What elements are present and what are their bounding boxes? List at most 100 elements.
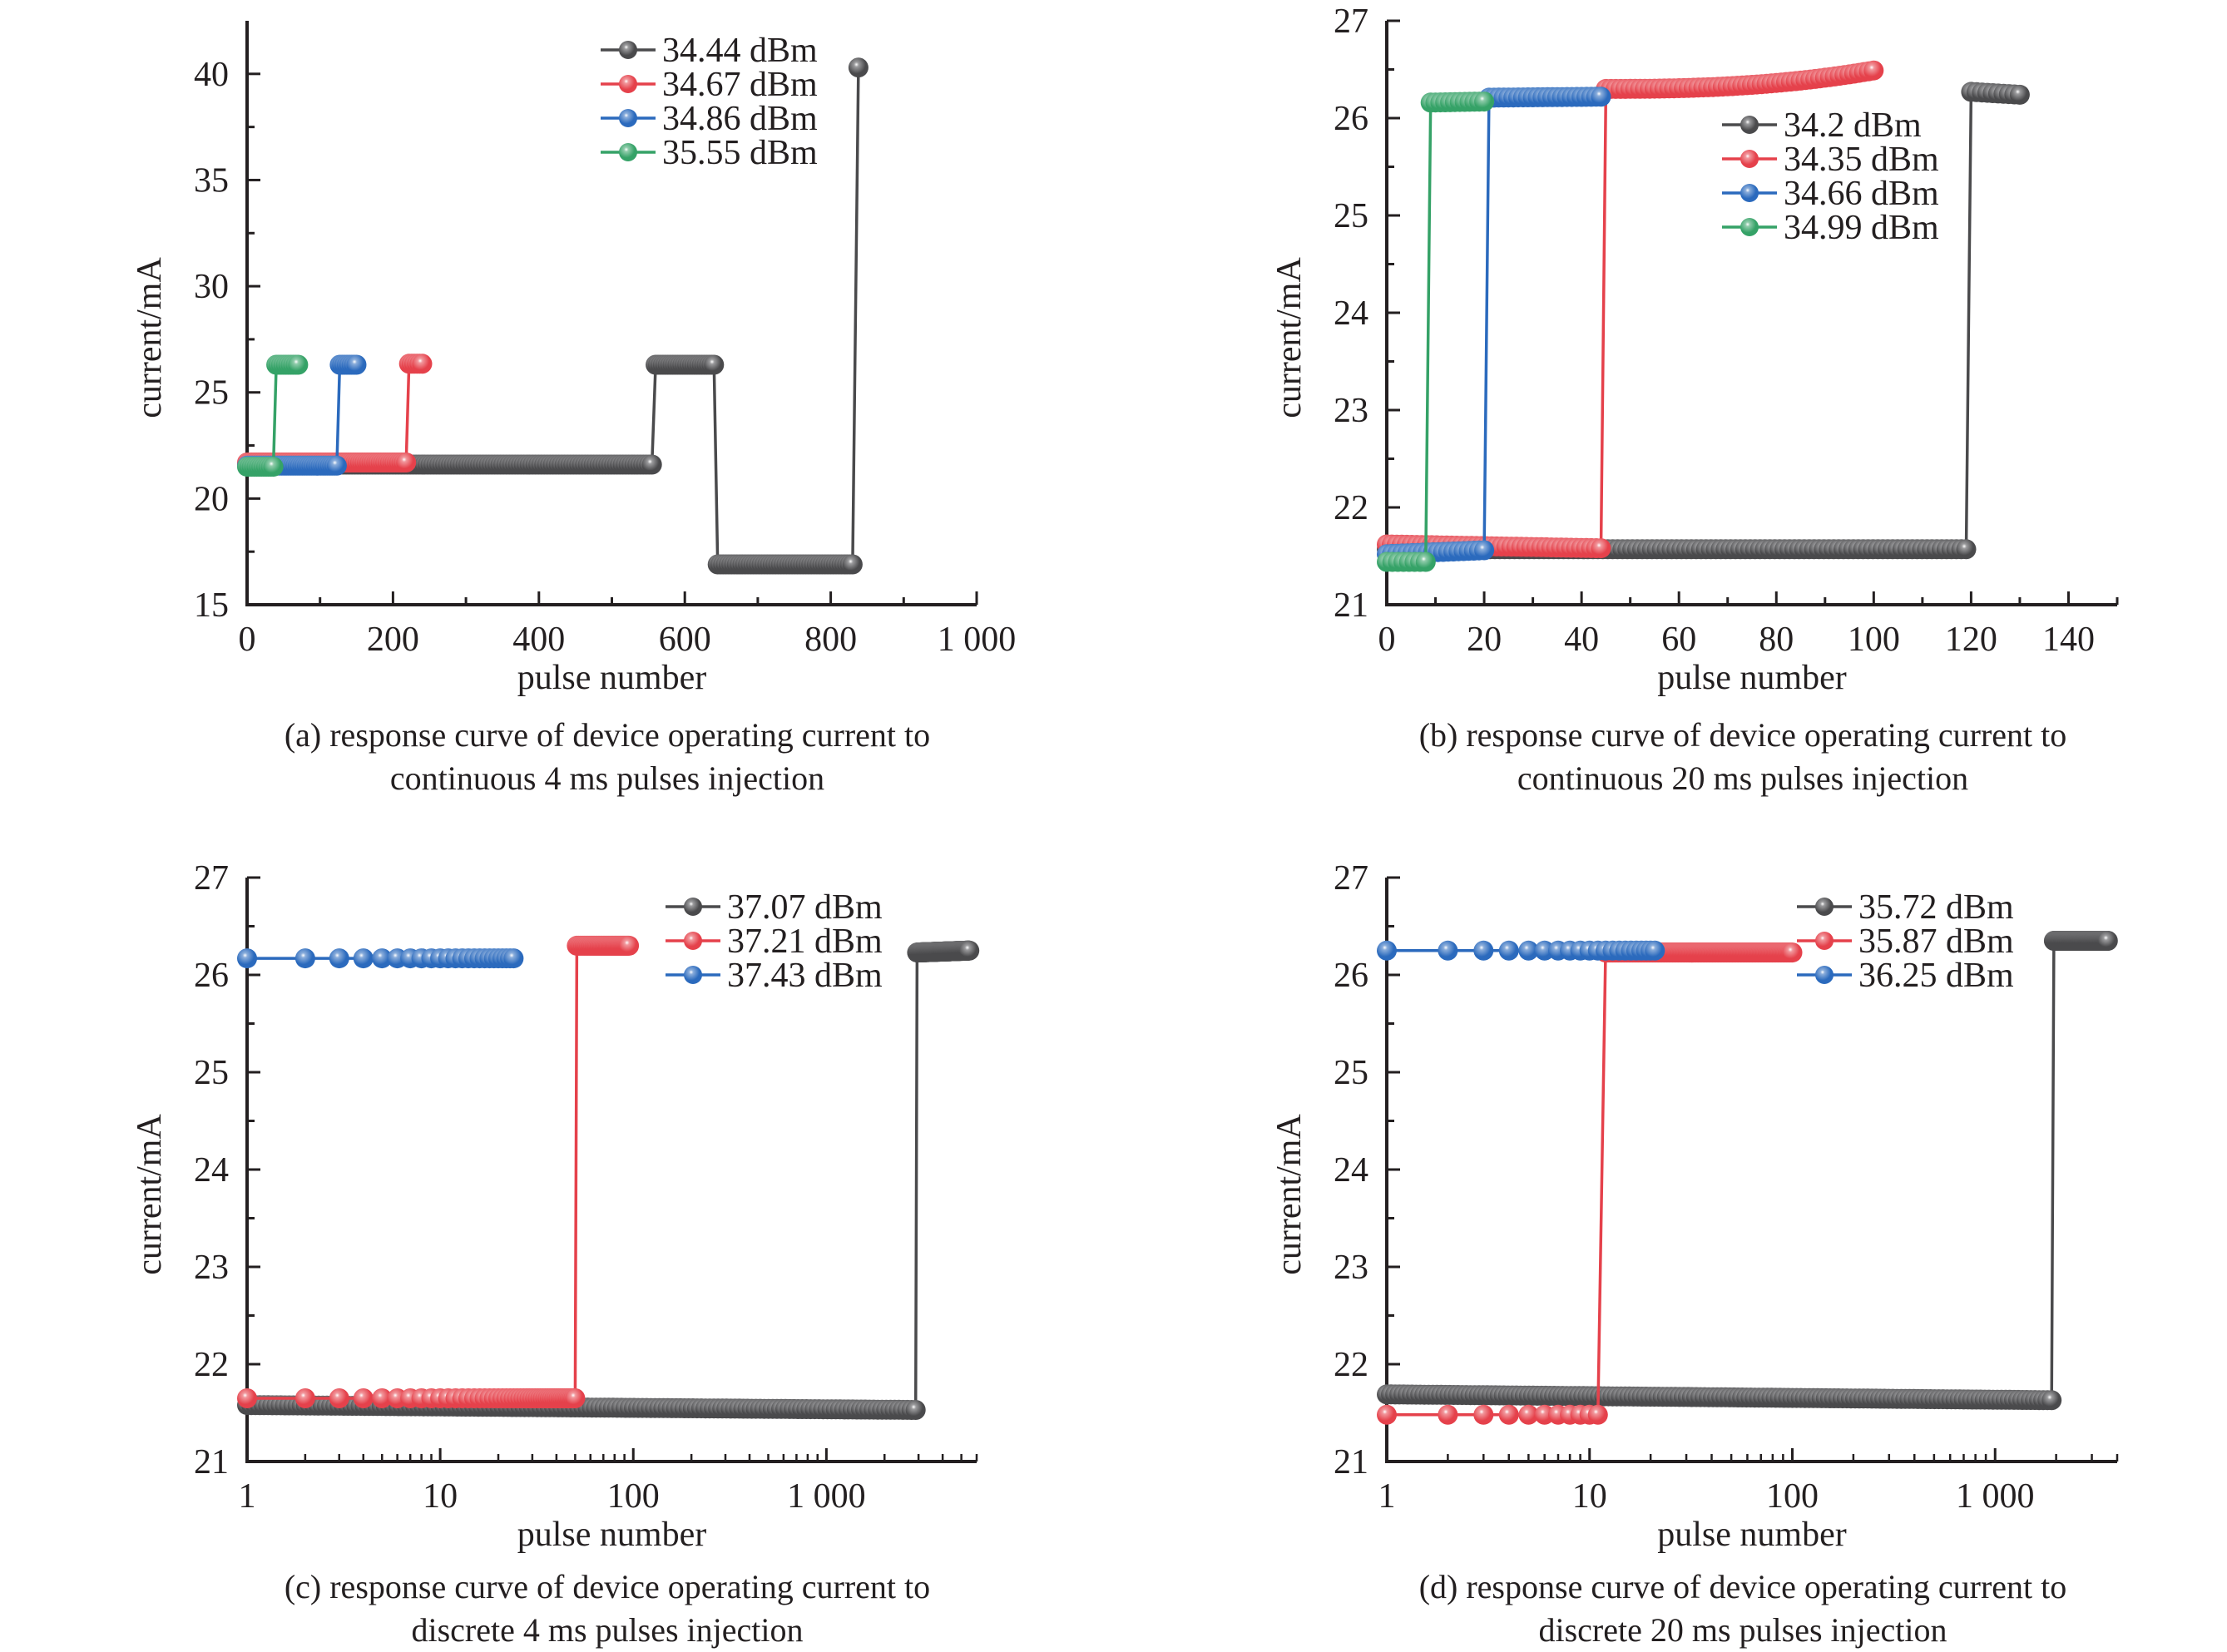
x-tick-label: 1: [239, 1477, 256, 1516]
legend-label: 35.72 dBm: [1858, 888, 2014, 927]
data-point: [1377, 940, 1397, 961]
legend-marker-icon: [1815, 898, 1834, 916]
legend-marker-icon: [1740, 218, 1759, 236]
legend-label: 34.44 dBm: [662, 32, 818, 70]
legend-item: 34.66 dBm: [1722, 175, 1939, 213]
caption-a-line2: continuous 4 ms pulses injection: [389, 759, 825, 797]
legend-marker-icon: [619, 109, 637, 127]
x-tick-label: 100: [1766, 1477, 1819, 1516]
legend-label: 34.66 dBm: [1784, 175, 1939, 213]
y-tick-label: 22: [1334, 1346, 1368, 1384]
series-line: [247, 944, 630, 1400]
data-point: [1518, 940, 1539, 961]
legend-marker-icon: [619, 75, 637, 93]
legend-item: 37.43 dBm: [666, 957, 883, 995]
x-tick-label: 40: [1564, 621, 1599, 659]
y-tick-label: 27: [1334, 2, 1368, 41]
data-point: [1474, 540, 1495, 561]
legend-marker-icon: [684, 966, 702, 984]
data-point: [2097, 931, 2118, 951]
data-point: [1498, 1404, 1519, 1425]
y-tick-label: 25: [1334, 197, 1368, 235]
data-point: [1498, 940, 1519, 961]
data-point: [704, 354, 725, 375]
legend-item: 34.99 dBm: [1722, 209, 1939, 247]
y-tick-label: 25: [1334, 1054, 1368, 1092]
y-tick-label: 22: [194, 1346, 229, 1384]
legend-marker-icon: [684, 932, 702, 950]
data-point: [326, 455, 347, 476]
legend-label: 34.35 dBm: [1784, 141, 1939, 179]
legend-marker-icon: [1815, 932, 1834, 950]
data-point: [1587, 1404, 1608, 1425]
y-tick-label: 35: [194, 161, 229, 200]
y-tick-label: 26: [1334, 100, 1368, 138]
y-axis-label: current/mA: [131, 1114, 169, 1275]
legend-item: 35.55 dBm: [601, 134, 818, 172]
series-37-43-dBm: [237, 948, 524, 969]
series-line: [247, 363, 299, 468]
y-tick-label: 27: [1334, 859, 1368, 898]
y-tick-label: 24: [1334, 1151, 1368, 1190]
x-axis-label: pulse number: [517, 1516, 706, 1554]
data-point: [1591, 87, 1611, 107]
data-point: [1782, 942, 1803, 963]
y-tick-label: 15: [194, 586, 229, 625]
legend-label: 35.55 dBm: [662, 134, 818, 172]
x-tick-label: 1 000: [938, 621, 1017, 659]
data-point: [1591, 538, 1611, 559]
y-tick-label: 23: [1334, 392, 1368, 430]
caption-b: (b) response curve of device operating c…: [1327, 714, 2159, 800]
series-line: [247, 363, 357, 467]
y-axis-label: current/mA: [1270, 1114, 1309, 1275]
legend-item: 36.25 dBm: [1797, 957, 2014, 995]
legend-item: 34.35 dBm: [1722, 141, 1939, 179]
legend-marker-icon: [684, 898, 702, 916]
caption-d: (d) response curve of device operating c…: [1327, 1565, 2159, 1652]
y-tick-label: 25: [194, 374, 229, 413]
data-point: [1474, 92, 1495, 112]
data-point: [1473, 940, 1494, 961]
data-point: [1518, 1404, 1539, 1425]
chart-panel-b: 21 22 23 24 25 26 27 0 20 40 60 80 100 120 140 pulse nu…: [1140, 0, 2227, 822]
x-tick-label: 0: [239, 621, 256, 659]
chart-c: 21 22 23 24 25 26 27 1 10 100 1 000 pulse number cur…: [131, 859, 980, 1554]
data-point: [294, 1388, 315, 1408]
x-tick-label: 600: [659, 621, 711, 659]
series-line: [1387, 951, 1793, 1417]
x-tick-label: 100: [1848, 621, 1900, 659]
x-tick-label: 140: [2042, 621, 2095, 659]
data-point: [353, 1388, 374, 1408]
series-34-99-dBm: [1377, 92, 1495, 572]
data-point: [1438, 940, 1458, 961]
x-axis-label: pulse number: [517, 659, 706, 697]
series-35-72-dBm: [1377, 931, 2118, 1411]
y-tick-label: 21: [1334, 1443, 1368, 1481]
chart-panel-a: 15 20 25 30 35 40 0 200 400 600 800 1 000 pulse numb…: [0, 0, 1113, 822]
x-tick-label: 0: [1378, 621, 1396, 659]
series-35-55-dBm: [237, 354, 309, 477]
caption-d-line2: discrete 20 ms pulses injection: [1538, 1611, 1947, 1649]
caption-a: (a) response curve of device operating c…: [191, 714, 1023, 800]
y-tick-label: 24: [194, 1151, 229, 1190]
series-line: [1387, 939, 2108, 1402]
legend-marker-icon: [619, 41, 637, 59]
x-axis-label: pulse number: [1657, 659, 1846, 697]
x-tick-label: 120: [1945, 621, 1997, 659]
x-tick-label: 60: [1661, 621, 1696, 659]
series-37-21-dBm: [237, 935, 640, 1408]
legend-label: 34.99 dBm: [1784, 209, 1939, 247]
y-tick-label: 23: [194, 1249, 229, 1287]
x-tick-label: 10: [423, 1477, 458, 1516]
data-point: [412, 354, 433, 374]
legend-label: 36.25 dBm: [1858, 957, 2014, 995]
caption-c-line2: discrete 4 ms pulses injection: [411, 1611, 804, 1649]
caption-b-line1: (b) response curve of device operating c…: [1418, 716, 2067, 754]
data-point: [2041, 1390, 2062, 1411]
y-tick-label: 24: [1334, 294, 1368, 333]
legend-marker-icon: [1740, 116, 1759, 134]
data-point: [372, 948, 393, 969]
series-37-07-dBm: [237, 940, 980, 1420]
